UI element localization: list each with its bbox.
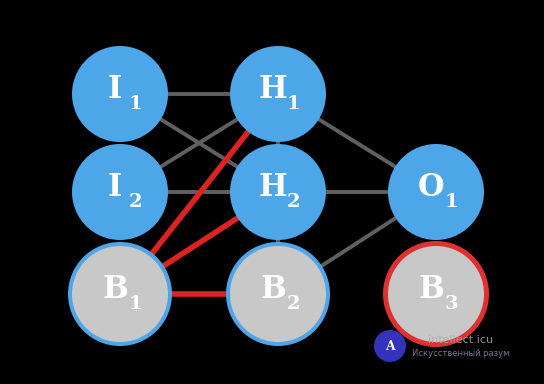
Circle shape — [72, 246, 168, 342]
Text: H: H — [258, 74, 287, 106]
Text: Искусственный разум: Искусственный разум — [412, 349, 510, 359]
Circle shape — [68, 242, 172, 346]
Text: A: A — [385, 339, 395, 353]
Circle shape — [230, 246, 326, 342]
Text: H: H — [258, 172, 287, 204]
Circle shape — [388, 246, 484, 342]
Text: B: B — [102, 275, 128, 306]
Text: 1: 1 — [128, 95, 142, 113]
Text: O: O — [418, 172, 444, 204]
Text: B: B — [418, 275, 444, 306]
Circle shape — [230, 144, 326, 240]
Text: 2: 2 — [286, 295, 300, 313]
Text: 1: 1 — [286, 95, 300, 113]
Circle shape — [388, 144, 484, 240]
Circle shape — [383, 241, 489, 347]
Circle shape — [226, 242, 330, 346]
Text: 2: 2 — [128, 193, 142, 211]
Circle shape — [374, 330, 406, 362]
Circle shape — [72, 46, 168, 142]
Text: I: I — [108, 172, 122, 204]
Text: 1: 1 — [128, 295, 142, 313]
Text: I: I — [108, 74, 122, 106]
Text: 2: 2 — [286, 193, 300, 211]
Circle shape — [72, 144, 168, 240]
Text: 1: 1 — [444, 193, 458, 211]
Text: 3: 3 — [444, 295, 458, 313]
Circle shape — [230, 46, 326, 142]
Text: B: B — [260, 275, 286, 306]
Text: intellect.icu: intellect.icu — [429, 335, 493, 345]
